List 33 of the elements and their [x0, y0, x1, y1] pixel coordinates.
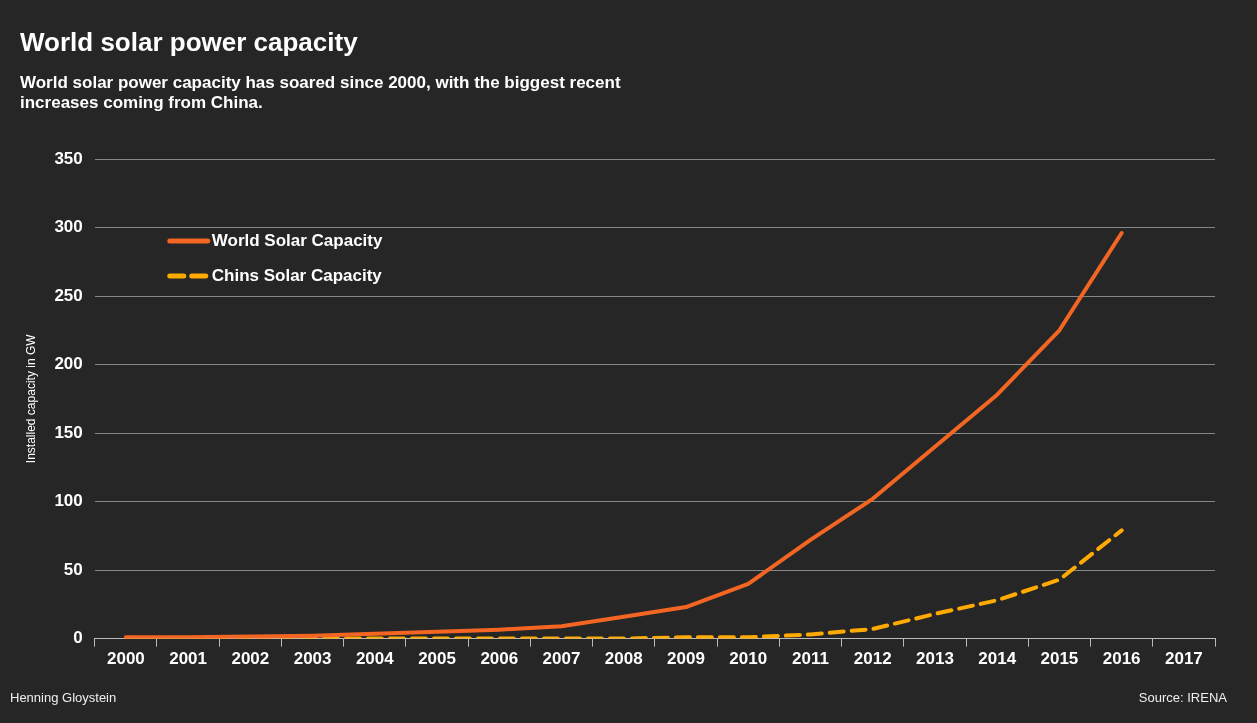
x-tick-label: 2012 — [853, 649, 892, 669]
chart-title: World solar power capacity — [20, 26, 359, 57]
x-tick-label: 2000 — [106, 649, 145, 669]
x-tick-label: 2011 — [792, 649, 829, 669]
y-tick-label: 250 — [54, 285, 83, 305]
chart-subtitle: World solar power capacity has soared since 2000, with the biggest recent increases coming from China. — [20, 73, 621, 113]
x-tick-label: 2003 — [293, 649, 332, 669]
x-tick-label: 2008 — [604, 649, 643, 669]
x-tick-label: 2009 — [667, 649, 705, 669]
x-tick-label: 2015 — [1040, 649, 1079, 669]
x-tick-label: 2006 — [480, 649, 519, 669]
legend-label: World Solar Capacity — [211, 230, 383, 250]
y-axis-title: Installed capacity in GW — [23, 333, 38, 464]
x-tick-label: 2017 — [1164, 649, 1203, 669]
x-tick-label: 2005 — [418, 649, 456, 669]
x-tick-label: 2013 — [916, 649, 954, 669]
x-tick-label: 2007 — [542, 649, 581, 669]
y-tick-label: 350 — [54, 148, 83, 168]
x-tick-label: 2004 — [355, 649, 395, 669]
x-tick-label: 2014 — [978, 649, 1017, 669]
y-tick-label: 300 — [54, 217, 83, 237]
x-tick-label: 2001 — [169, 649, 208, 669]
x-tick-label: 2016 — [1102, 649, 1141, 669]
legend-label: Chins Solar Capacity — [211, 265, 383, 285]
text: Henning Gloystein — [10, 690, 117, 705]
y-tick-label: 150 — [54, 422, 83, 442]
x-tick-label: 2010 — [729, 649, 768, 669]
y-tick-label: 200 — [54, 354, 83, 374]
x-tick-label: 2002 — [231, 649, 270, 669]
y-tick-label: 100 — [54, 491, 83, 511]
y-tick-label: 50 — [63, 559, 83, 579]
y-tick-label: 0 — [73, 628, 83, 648]
source-note: Source: IRENA — [1138, 690, 1227, 705]
